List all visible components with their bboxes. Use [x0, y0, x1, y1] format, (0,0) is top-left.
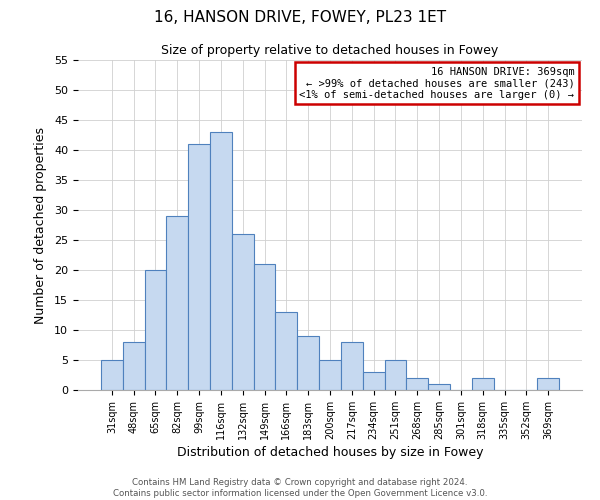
Bar: [123, 342, 145, 390]
Bar: [275, 312, 297, 390]
Bar: [363, 372, 385, 390]
Bar: [188, 144, 210, 390]
Bar: [319, 360, 341, 390]
Bar: [297, 336, 319, 390]
Bar: [145, 270, 166, 390]
Bar: [232, 234, 254, 390]
Text: Contains HM Land Registry data © Crown copyright and database right 2024.
Contai: Contains HM Land Registry data © Crown c…: [113, 478, 487, 498]
Title: Size of property relative to detached houses in Fowey: Size of property relative to detached ho…: [161, 44, 499, 58]
Bar: [101, 360, 123, 390]
Bar: [385, 360, 406, 390]
Text: 16 HANSON DRIVE: 369sqm
← >99% of detached houses are smaller (243)
<1% of semi-: 16 HANSON DRIVE: 369sqm ← >99% of detach…: [299, 66, 574, 100]
Bar: [406, 378, 428, 390]
Bar: [428, 384, 450, 390]
Bar: [341, 342, 363, 390]
Bar: [210, 132, 232, 390]
Bar: [537, 378, 559, 390]
Text: 16, HANSON DRIVE, FOWEY, PL23 1ET: 16, HANSON DRIVE, FOWEY, PL23 1ET: [154, 10, 446, 25]
X-axis label: Distribution of detached houses by size in Fowey: Distribution of detached houses by size …: [177, 446, 483, 459]
Y-axis label: Number of detached properties: Number of detached properties: [34, 126, 47, 324]
Bar: [472, 378, 494, 390]
Bar: [254, 264, 275, 390]
Bar: [166, 216, 188, 390]
